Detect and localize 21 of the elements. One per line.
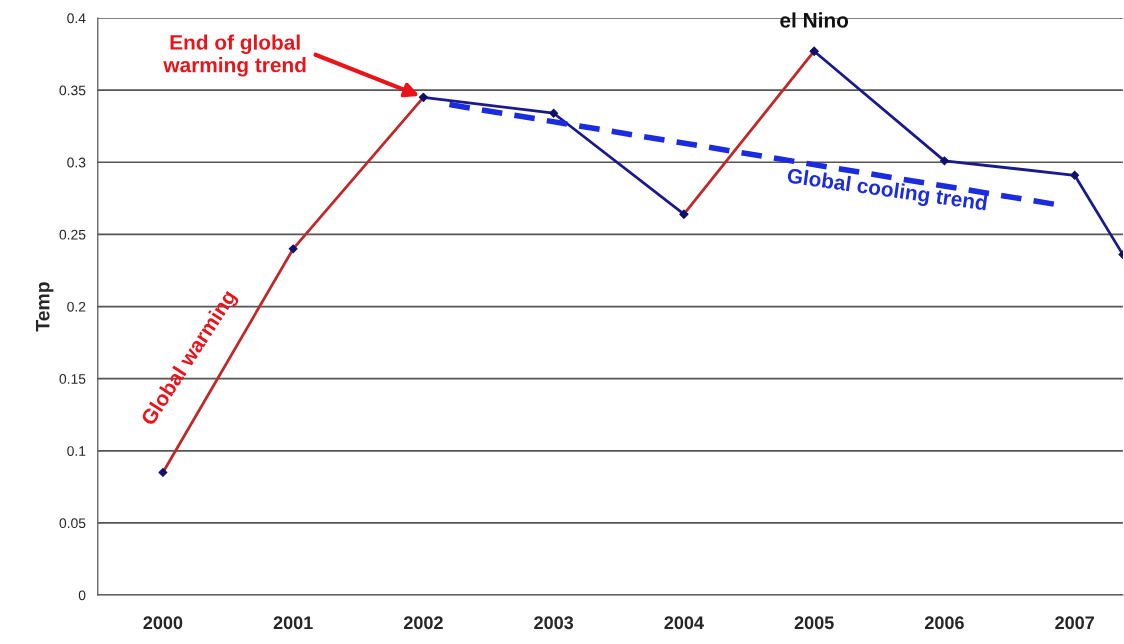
annotation: End of global warming trend (163, 34, 306, 77)
y-tick-label: 0.25 (59, 229, 86, 240)
y-tick-label: 0.05 (59, 518, 86, 529)
x-tick-label: 2005 (794, 616, 834, 630)
y-tick-label: 0.15 (59, 374, 86, 384)
annotation: el Nino (780, 12, 849, 28)
annotation: Global cooling trend (786, 167, 988, 215)
x-tick-label: 2004 (664, 616, 704, 630)
y-tick-label: 0.1 (67, 446, 86, 456)
y-tick-label: 0 (78, 590, 86, 601)
x-tick-label: 2000 (143, 616, 183, 630)
y-tick-label: 0.4 (67, 13, 86, 24)
x-tick-label: 2001 (273, 616, 313, 630)
x-tick-label: 2006 (924, 616, 964, 630)
y-tick-label: 0.2 (67, 301, 86, 312)
y-tick-label: 0.35 (59, 85, 86, 96)
y-tick-label: 0.3 (67, 157, 86, 168)
x-tick-label: 2007 (1055, 616, 1094, 630)
x-tick-label: 2003 (534, 616, 574, 630)
y-axis-title: Temp (35, 282, 54, 332)
x-tick-label: 2002 (403, 616, 443, 630)
